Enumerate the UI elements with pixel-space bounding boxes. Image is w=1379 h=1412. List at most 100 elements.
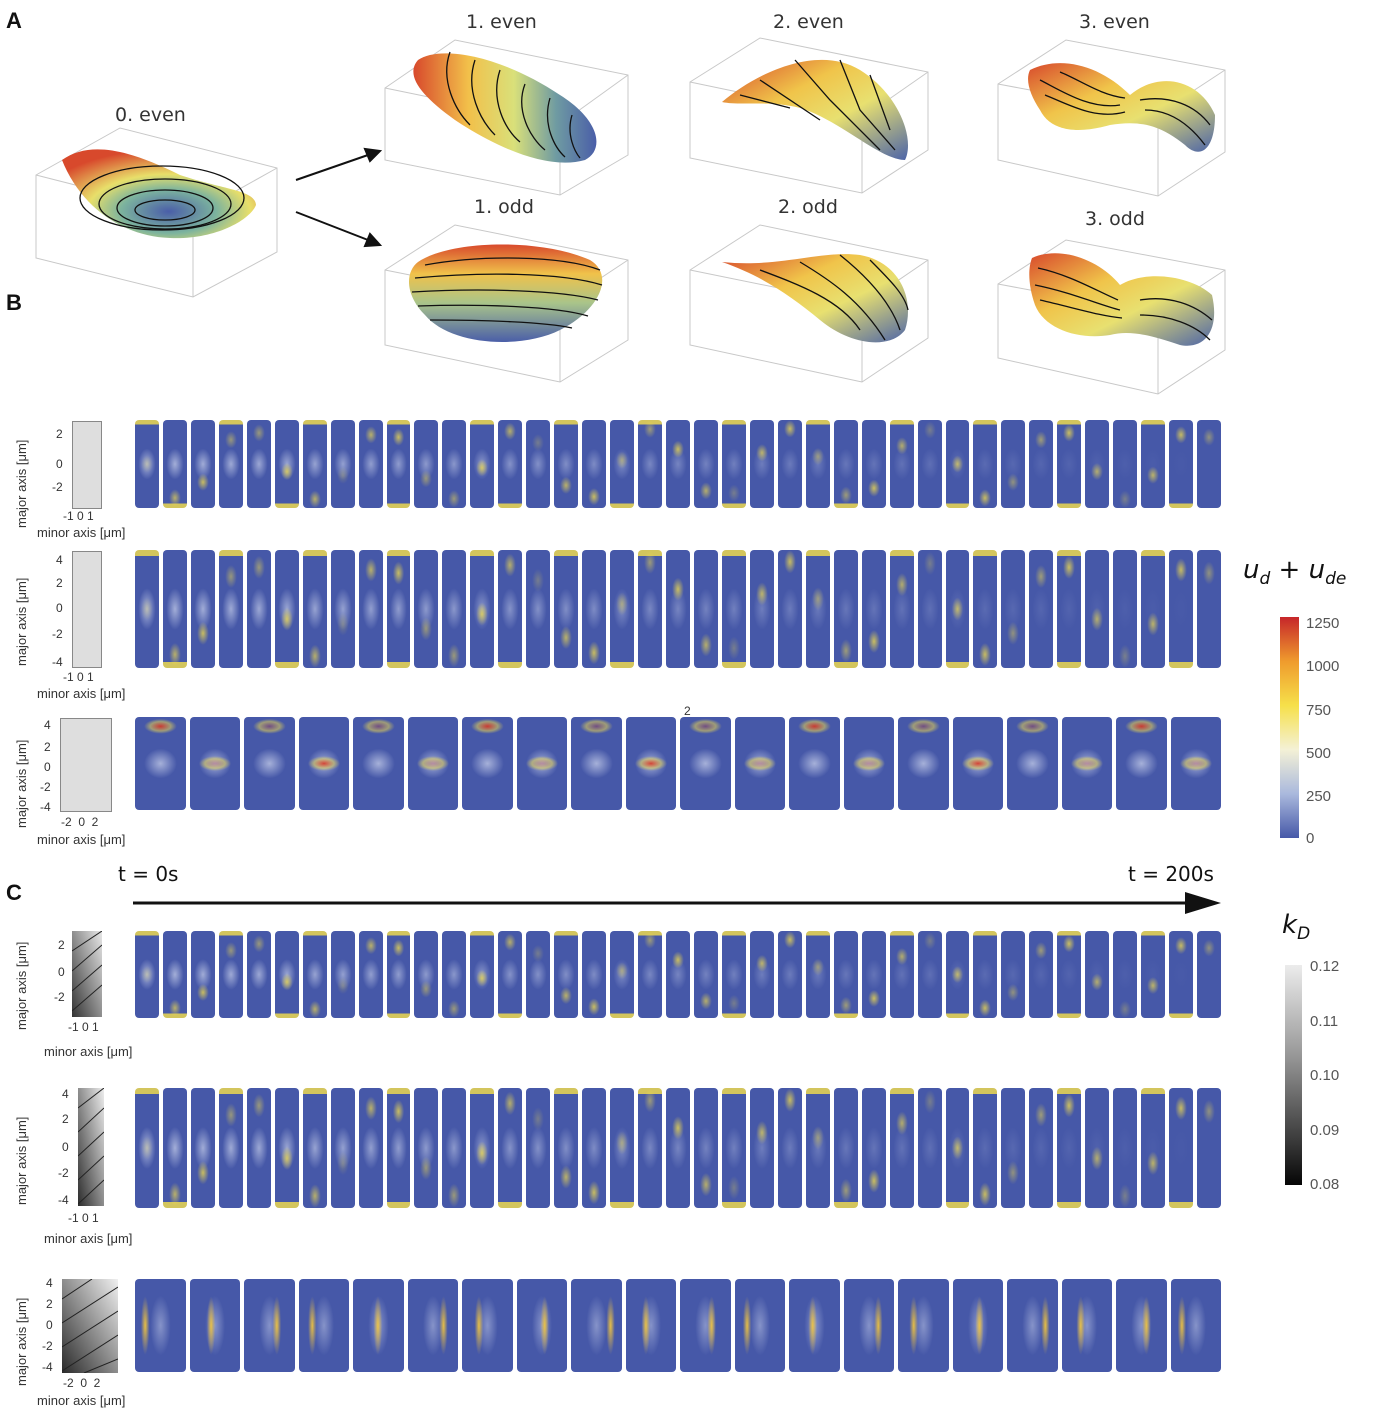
kymograph-frame: [1057, 931, 1082, 1018]
colorbar-u-tick: 250: [1306, 788, 1332, 805]
kymograph-frame: [1001, 1088, 1026, 1208]
kymograph-frame: [1057, 420, 1082, 508]
kymograph-frame: [1170, 717, 1221, 810]
kymograph-frame: [734, 1279, 785, 1372]
kymograph-frame: [610, 1088, 635, 1208]
colorbar-k-gradient: [1285, 965, 1302, 1185]
kymograph-frame: [638, 931, 662, 1018]
kymograph-frame: [638, 420, 662, 508]
kymograph-frame: [135, 717, 186, 810]
kymograph-frame: [1169, 420, 1194, 508]
c2-ytick: 2: [62, 1112, 69, 1126]
kymograph-frame: [135, 1088, 159, 1208]
kymograph-frame: [571, 1279, 622, 1372]
b1-ytick: 0: [56, 457, 63, 471]
kymograph-frame: [470, 420, 495, 508]
kymograph-frame: [973, 420, 998, 508]
kymograph-frame: [1061, 717, 1112, 810]
kymograph-frame: [407, 717, 458, 810]
kymograph-frame: [777, 550, 802, 668]
kymograph-frame: [135, 550, 159, 668]
c2-geometry-box: [78, 1088, 104, 1206]
kymograph-frame: [749, 420, 774, 508]
b1-xlabel: minor axis [μm]: [37, 525, 126, 540]
kymograph-frame: [498, 420, 523, 508]
kymograph-frame: [302, 931, 327, 1018]
kymograph-frame: [1170, 1279, 1221, 1372]
kymograph-frame: [274, 550, 299, 668]
surface-label-1-odd: 1. odd: [474, 196, 534, 218]
kymograph-frame: [680, 1279, 731, 1372]
kymograph-frame: [162, 550, 187, 668]
kymograph-frame: [330, 931, 355, 1018]
kymograph-frame: [1113, 931, 1138, 1018]
kymograph-frame: [442, 1088, 467, 1208]
kymograph-frame: [218, 1088, 243, 1208]
kymograph-frame: [1116, 1279, 1167, 1372]
colorbar-k-tick: 0.10: [1310, 1067, 1340, 1084]
kymograph-frame: [917, 1088, 942, 1208]
kymograph-frame: [734, 717, 785, 810]
kymograph-frame: [246, 1088, 271, 1208]
kymograph-frame: [274, 420, 299, 508]
colorbar-k-tick: 0.12: [1310, 958, 1340, 975]
kymograph-frame: [298, 1279, 349, 1372]
kymograph-frame: [843, 1279, 894, 1372]
kymograph-frame: [1116, 717, 1167, 810]
kymograph-frame: [358, 931, 383, 1018]
kymograph-frame: [889, 1088, 914, 1208]
kymograph-frame: [1141, 550, 1166, 668]
kymograph-frame: [526, 1088, 551, 1208]
kymograph-frame: [666, 550, 690, 668]
kymograph-frame: [1169, 550, 1194, 668]
kymograph-frame: [889, 550, 914, 668]
c3-ytick: 2: [46, 1297, 53, 1311]
c3-ytick: 0: [46, 1318, 53, 1332]
kymograph-frame: [244, 1279, 295, 1372]
kymograph-frame: [582, 420, 607, 508]
kymograph-frame: [749, 550, 774, 668]
kymograph-frame: [833, 1088, 858, 1208]
kymograph-frame: [218, 550, 243, 668]
kymograph-frame: [414, 550, 439, 668]
kymograph-frame: [789, 717, 840, 810]
b3-ytick: 2: [44, 740, 51, 754]
kymograph-frame: [526, 550, 551, 668]
b3-ytick: 4: [44, 718, 51, 732]
kymograph-frame: [302, 420, 327, 508]
kymograph-frame: [693, 931, 718, 1018]
kymograph-frame: [554, 420, 579, 508]
surface-label-2-odd: 2. odd: [778, 196, 838, 218]
kymograph-frame: [470, 931, 495, 1018]
kymograph-frame: [777, 420, 802, 508]
kymograph-frame: [610, 550, 635, 668]
kymograph-frame: [721, 931, 746, 1018]
kymograph-frame: [833, 931, 858, 1018]
c1-ylabel: major axis [μm]: [14, 941, 29, 1030]
c1-ytick: 0: [58, 965, 65, 979]
b3-xlabel: minor axis [μm]: [37, 832, 126, 847]
kymograph-frame: [330, 1088, 355, 1208]
colorbar-u-tick: 500: [1306, 745, 1332, 762]
kymograph-frame: [462, 1279, 513, 1372]
b2-ytick: 4: [56, 553, 63, 567]
kymograph-frame: [889, 931, 914, 1018]
kymograph-frame: [516, 717, 567, 810]
kymograph-frame: [1197, 1088, 1221, 1208]
kymograph-frame: [789, 1279, 840, 1372]
kymograph-frame: [246, 550, 271, 668]
kymograph-frame: [358, 420, 383, 508]
c2-ytick: 4: [62, 1087, 69, 1101]
b2-kymograph-row: [135, 550, 1225, 668]
b3-geometry-box: [60, 718, 112, 812]
b2-ytick: -4: [52, 655, 63, 669]
c2-kymograph-row: [135, 1088, 1225, 1208]
kymograph-frame: [386, 1088, 411, 1208]
kymograph-frame: [274, 931, 299, 1018]
kymograph-frame: [1001, 420, 1026, 508]
kymograph-frame: [302, 1088, 327, 1208]
b1-ylabel: major axis [μm]: [14, 439, 29, 528]
kymograph-frame: [1085, 1088, 1110, 1208]
kymograph-frame: [805, 550, 830, 668]
kymograph-frame: [861, 931, 886, 1018]
